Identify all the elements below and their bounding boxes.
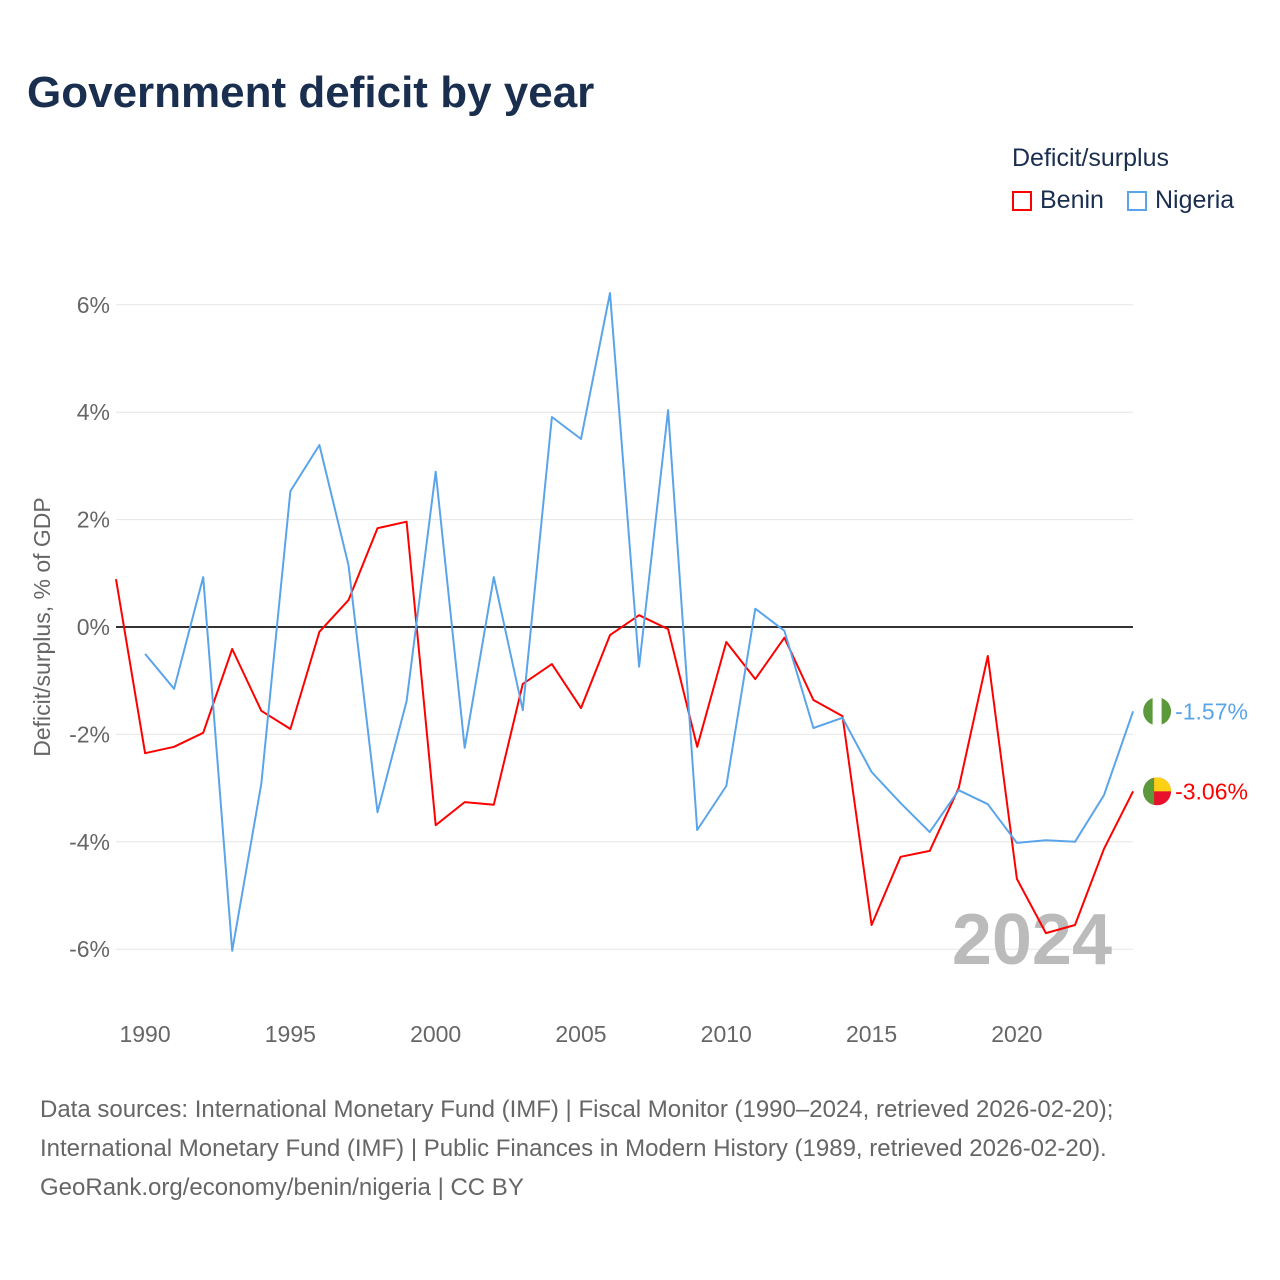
source-line-1: Data sources: International Monetary Fun… (40, 1096, 1114, 1123)
legend-label-nigeria: Nigeria (1155, 186, 1235, 214)
x-tick-label: 2005 (555, 1021, 606, 1047)
source-line-2: International Monetary Fund (IMF) | Publ… (40, 1135, 1107, 1162)
source-line-3[interactable]: GeoRank.org/economy/benin/nigeria | CC B… (40, 1174, 524, 1201)
x-tick-label: 2000 (410, 1021, 461, 1047)
legend-title: Deficit/surplus (1012, 144, 1169, 172)
series-line-nigeria (144, 292, 1135, 952)
legend-item-benin[interactable]: Benin (1012, 186, 1104, 215)
y-axis-label: Deficit/surplus, % of GDP (29, 497, 55, 756)
source-note: Data sources: International Monetary Fun… (40, 1090, 1113, 1207)
chart-title: Government deficit by year (27, 68, 595, 117)
end-label-benin: -3.06% (1175, 778, 1248, 804)
y-tick-label: 4% (77, 399, 110, 425)
y-tick-label: 0% (77, 614, 110, 640)
x-tick-label: 1990 (119, 1021, 170, 1047)
y-tick-label: 2% (77, 507, 110, 533)
end-label-nigeria: -1.57% (1175, 698, 1248, 724)
series-line-benin (115, 520, 1134, 935)
y-tick-label: -2% (69, 721, 110, 747)
x-tick-label: 2015 (846, 1021, 897, 1047)
legend-item-nigeria[interactable]: Nigeria (1127, 186, 1234, 215)
y-tick-label: 6% (77, 292, 110, 318)
legend-label-benin: Benin (1040, 186, 1104, 214)
year-watermark: 2024 (952, 900, 1112, 980)
x-tick-label: 1995 (265, 1021, 316, 1047)
x-tick-label: 2020 (991, 1021, 1042, 1047)
benin-swatch (1012, 190, 1032, 211)
y-tick-label: -6% (69, 936, 110, 962)
nigeria-swatch (1127, 190, 1147, 211)
x-tick-label: 2010 (701, 1021, 752, 1047)
nigeria-flag-icon (1143, 697, 1172, 726)
y-tick-label: -4% (69, 829, 110, 855)
benin-flag-icon (1143, 777, 1172, 806)
